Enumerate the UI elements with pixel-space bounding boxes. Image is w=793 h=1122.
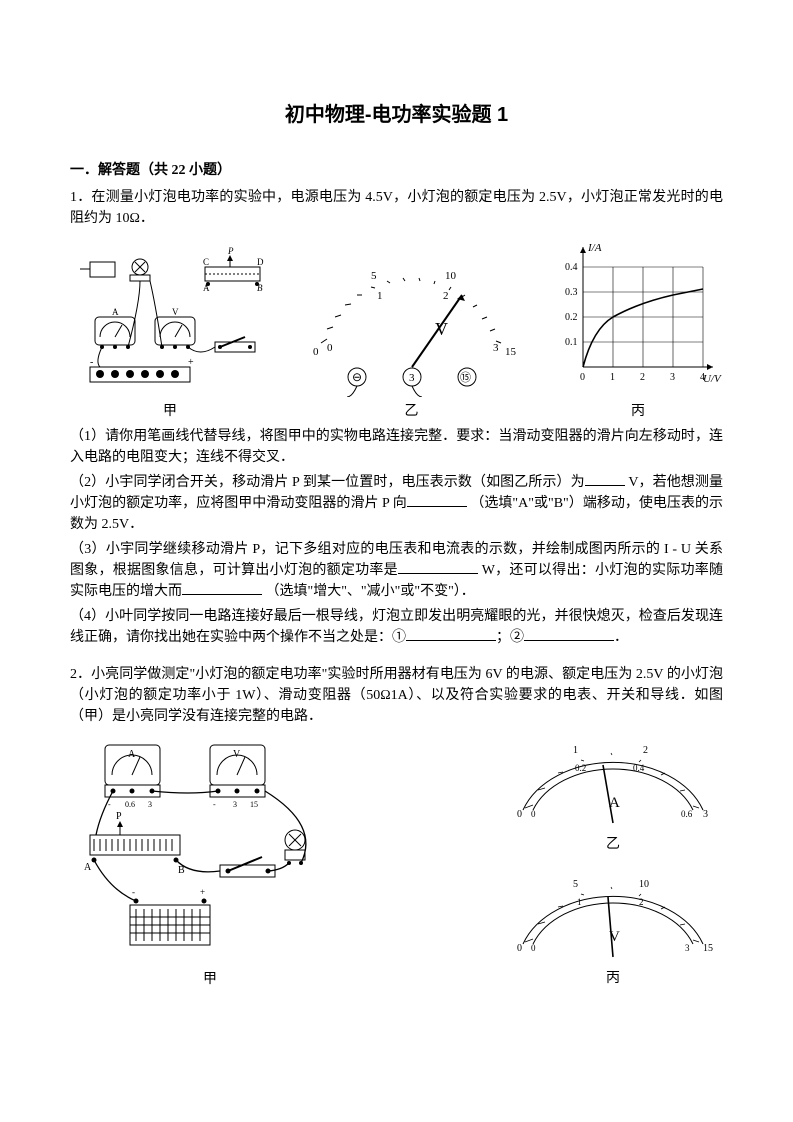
svg-text:0: 0 [531, 809, 536, 819]
q1-p3: （3）小宇同学继续移动滑片 P，记下多组对应的电压表和电流表的示数，并绘制成图丙… [70, 539, 723, 602]
svg-text:4: 4 [700, 372, 705, 383]
svg-text:0.2: 0.2 [575, 763, 586, 773]
q1-fig-jia: - + A V C D [70, 247, 270, 422]
svg-text:1: 1 [577, 897, 582, 907]
fig-label-bing-2: 丙 [606, 968, 620, 989]
svg-text:3: 3 [493, 342, 499, 354]
svg-text:0: 0 [327, 342, 333, 354]
svg-text:2: 2 [443, 290, 449, 302]
svg-text:0.6: 0.6 [681, 809, 693, 819]
svg-text:3: 3 [148, 800, 152, 809]
fig-label-yi-2: 乙 [606, 834, 620, 855]
svg-text:+: + [200, 887, 205, 897]
q2-fig-jia: A - 0.6 3 V - 3 15 P A B [70, 735, 350, 990]
svg-text:10: 10 [445, 270, 457, 282]
svg-text:3: 3 [233, 800, 237, 809]
svg-text:0.1: 0.1 [565, 337, 578, 348]
svg-text:-: - [90, 357, 93, 368]
svg-text:0: 0 [313, 346, 319, 358]
iu-graph-icon: I/A U/V 0.1 0.2 0.3 0.4 0 1 2 3 4 [553, 237, 723, 397]
q1-p4b: ；② [496, 630, 524, 645]
circuit-diagram-2-icon: A - 0.6 3 V - 3 15 P A B [70, 735, 350, 965]
q1-fig-yi: 0 5 10 15 0 1 2 3 V ⊖ 3 ⑮ 乙 [297, 247, 527, 422]
svg-text:3: 3 [685, 943, 690, 953]
q2-intro: 2．小亮同学做测定"小灯泡的额定电功率"实验时所用器材有电压为 6V 的电源、额… [70, 664, 723, 727]
svg-text:2: 2 [639, 897, 644, 907]
svg-text:15: 15 [505, 346, 517, 358]
svg-text:0.2: 0.2 [565, 312, 578, 323]
fig-label-jia-2: 甲 [203, 969, 217, 990]
svg-text:3: 3 [670, 372, 675, 383]
svg-text:U/V: U/V [703, 373, 722, 385]
voltmeter-dial-2-icon: 0 5 10 15 0 1 2 3 V [503, 869, 723, 964]
voltmeter-dial-icon: 0 5 10 15 0 1 2 3 V ⊖ 3 ⑮ [297, 247, 527, 397]
blank [585, 472, 625, 486]
svg-text:V: V [435, 319, 448, 339]
blank [524, 627, 614, 641]
svg-text:0: 0 [580, 372, 585, 383]
fig-label-jia: 甲 [163, 401, 177, 422]
q2-fig-yi: 0 1 2 3 0 0.2 0.4 0.6 A 乙 [503, 735, 723, 855]
svg-text:V: V [233, 749, 241, 760]
svg-text:C: C [203, 257, 209, 267]
blank [406, 627, 496, 641]
svg-text:0: 0 [517, 809, 522, 820]
q1-figure-row: - + A V C D [70, 237, 723, 422]
svg-text:P: P [227, 247, 234, 256]
svg-text:⑮: ⑮ [460, 371, 471, 384]
circuit-diagram-icon: - + A V C D [70, 247, 270, 397]
svg-text:15: 15 [250, 800, 258, 809]
svg-text:-: - [108, 800, 111, 809]
svg-text:V: V [609, 929, 620, 945]
svg-text:1: 1 [610, 372, 615, 383]
page-title: 初中物理-电功率实验题 1 [70, 100, 723, 130]
q1-p2: （2）小宇同学闭合开关，移动滑片 P 到某一位置时，电压表示数（如图乙所示）为 … [70, 472, 723, 535]
svg-text:2: 2 [640, 372, 645, 383]
svg-text:0: 0 [517, 943, 522, 954]
svg-text:⊖: ⊖ [352, 370, 362, 384]
svg-text:5: 5 [573, 879, 578, 890]
svg-text:A: A [84, 862, 92, 873]
blank [398, 560, 478, 574]
svg-text:A: A [609, 795, 620, 811]
svg-text:-: - [132, 887, 135, 897]
svg-text:0.6: 0.6 [125, 800, 135, 809]
fig-label-bing: 丙 [631, 401, 645, 422]
svg-text:0.4: 0.4 [633, 763, 645, 773]
svg-text:5: 5 [371, 270, 377, 282]
svg-text:I/A: I/A [587, 242, 602, 254]
svg-text:0: 0 [531, 943, 536, 953]
section-header: 一．解答题（共 22 小题） [70, 160, 723, 181]
q1-intro: 1．在测量小灯泡电功率的实验中，电源电压为 4.5V，小灯泡的额定电压为 2.5… [70, 187, 723, 229]
q2-figure-row: A - 0.6 3 V - 3 15 P A B [70, 735, 723, 990]
svg-text:A: A [128, 749, 136, 760]
svg-text:0.4: 0.4 [565, 262, 578, 273]
svg-text:2: 2 [643, 745, 648, 756]
q1-p3c: （选填"增大"、"减小"或"不变"）． [266, 584, 475, 599]
svg-text:0.3: 0.3 [565, 287, 578, 298]
blank [407, 493, 467, 507]
blank [182, 581, 262, 595]
svg-text:3: 3 [703, 809, 708, 820]
svg-text:P: P [116, 811, 122, 822]
svg-text:V: V [172, 307, 179, 317]
q2-fig-bing: 0 5 10 15 0 1 2 3 V 丙 [503, 869, 723, 989]
svg-text:D: D [257, 257, 264, 267]
ammeter-dial-icon: 0 1 2 3 0 0.2 0.4 0.6 A [503, 735, 723, 830]
q2-right-dials: 0 1 2 3 0 0.2 0.4 0.6 A 乙 [503, 735, 723, 989]
q1-fig-bing: I/A U/V 0.1 0.2 0.3 0.4 0 1 2 3 4 丙 [553, 237, 723, 422]
svg-text:+: + [188, 357, 194, 368]
svg-text:A: A [112, 307, 119, 317]
svg-text:-: - [213, 800, 216, 809]
svg-text:15: 15 [703, 943, 713, 954]
q1-p4c: ． [614, 630, 628, 645]
q1-p2a: （2）小宇同学闭合开关，移动滑片 P 到某一位置时，电压表示数（如图乙所示）为 [70, 475, 585, 490]
svg-text:1: 1 [377, 290, 383, 302]
svg-text:1: 1 [573, 745, 578, 756]
svg-text:10: 10 [639, 879, 649, 890]
q1-p4: （4）小叶同学按同一电路连接好最后一根导线，灯泡立即发出明亮耀眼的光，并很快熄灭… [70, 606, 723, 648]
fig-label-yi: 乙 [405, 401, 419, 422]
svg-text:3: 3 [409, 372, 415, 384]
q1-p1: （1）请你用笔画线代替导线，将图甲中的实物电路连接完整．要求：当滑动变阻器的滑片… [70, 426, 723, 468]
